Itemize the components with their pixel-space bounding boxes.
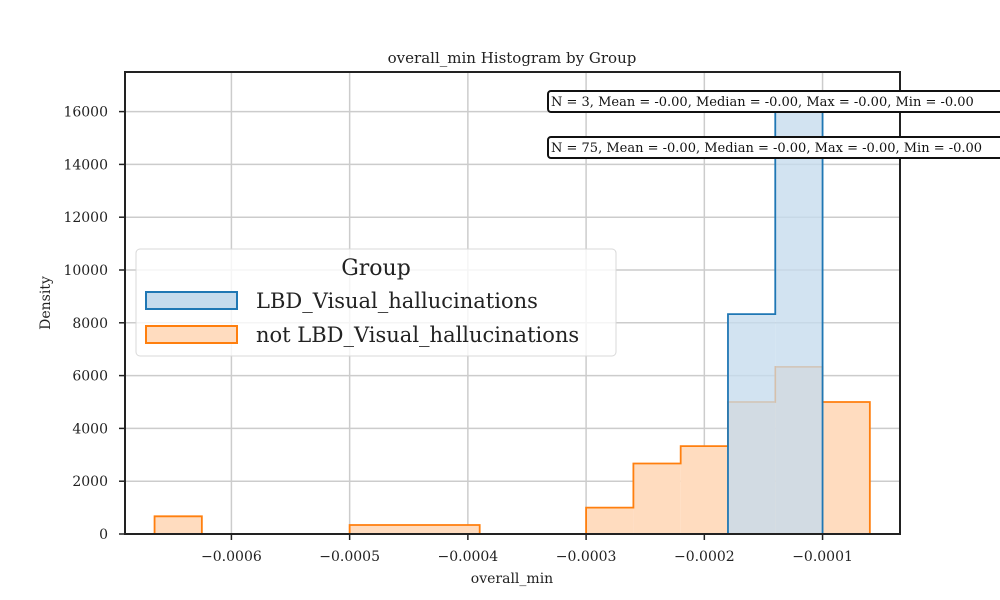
histogram-bar [727,314,776,534]
histogram-bar [633,463,681,534]
x-tick-label: −0.0006 [201,549,262,565]
y-tick-label: 10000 [63,263,108,279]
x-tick-label: −0.0001 [792,549,853,565]
x-tick-label: −0.0003 [556,549,617,565]
series-lbd-visual-hallucinations [727,93,824,535]
stats-text-lbd: N = 3, Mean = -0.00, Median = -0.00, Max… [551,95,974,110]
stats-box-lbd [547,90,1000,113]
axis-ticks: −0.0006 −0.0005 −0.0004 −0.0003 −0.0002 −0.00… [63,105,852,565]
x-tick-label: −0.0005 [319,549,380,565]
histogram-bars [153,93,871,535]
y-tick-label: 8000 [72,316,108,332]
chart-title: overall_min Histogram by Group [388,49,637,67]
stats-box-not-lbd [547,136,1000,159]
legend: Group LBD_Visual_hallucinations not LBD_… [135,248,617,357]
stats-text-not-lbd: N = 75, Mean = -0.00, Median = -0.00, Ma… [551,141,982,156]
stats-annotations: N = 3, Mean = -0.00, Median = -0.00, Max… [547,90,1000,159]
x-axis-label: overall_min [471,571,553,587]
legend-box [135,248,617,357]
y-tick-label: 12000 [63,210,108,226]
histogram-bar [154,516,202,534]
histogram-bar [586,507,634,534]
x-tick-label: −0.0004 [438,549,499,565]
legend-swatch-not-lbd [145,325,238,344]
histogram-bar [680,446,728,534]
y-tick-label: 4000 [72,421,108,437]
y-tick-label: 16000 [63,105,108,121]
y-tick-label: 0 [99,527,108,543]
histogram-bar [349,525,480,534]
y-axis-label: Density [38,276,54,330]
y-tick-label: 2000 [72,474,108,490]
legend-label-lbd: LBD_Visual_hallucinations [256,289,538,313]
y-tick-label: 14000 [63,157,108,173]
histogram-bar [775,94,823,535]
legend-title: Group [341,256,411,281]
histogram-step-outline [727,93,824,534]
y-tick-label: 6000 [72,369,108,385]
x-tick-label: −0.0002 [674,549,735,565]
legend-swatch-lbd [145,291,238,310]
histogram-bar [822,402,870,534]
plot-frame [124,71,901,535]
legend-label-not-lbd: not LBD_Visual_hallucinations [256,323,579,347]
